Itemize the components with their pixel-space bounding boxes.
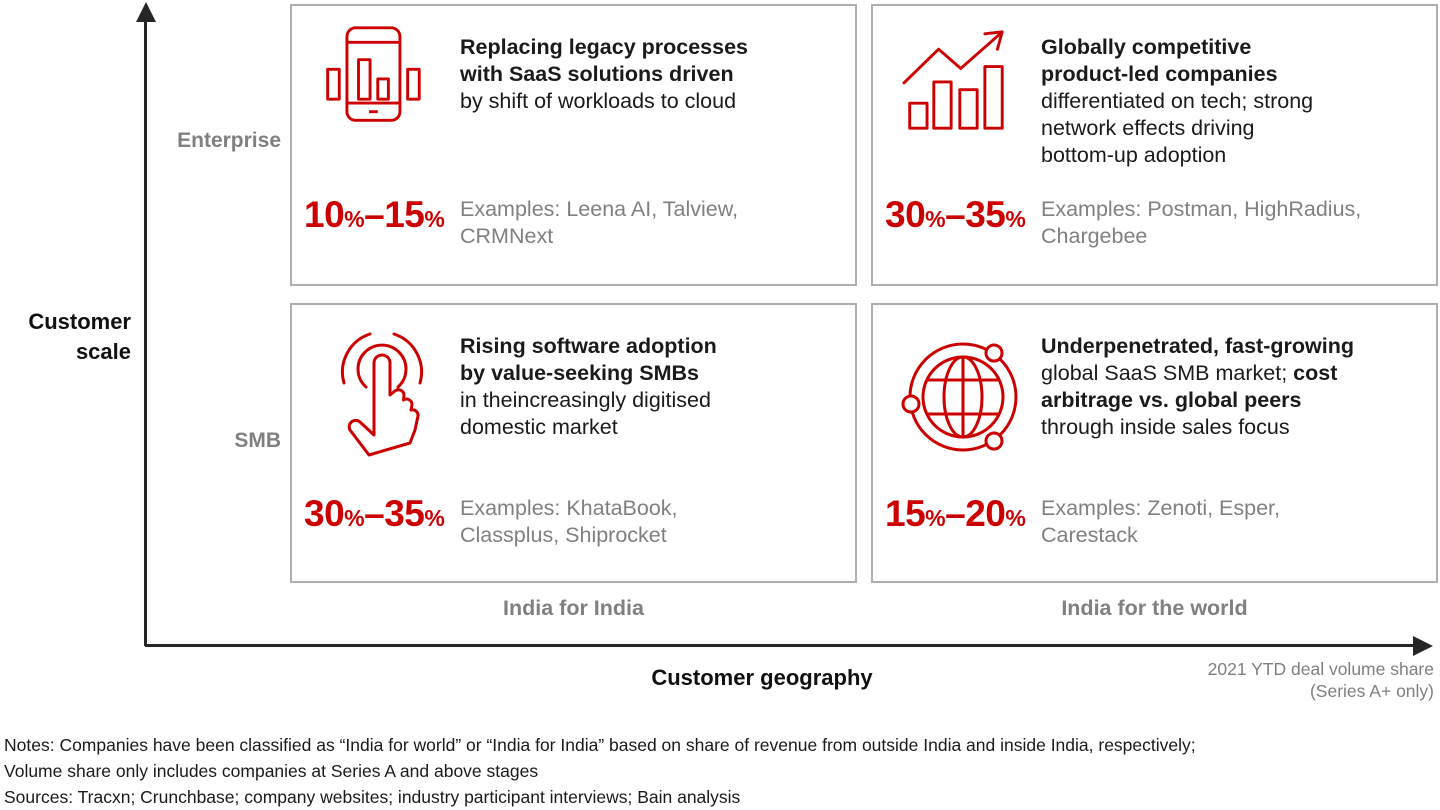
growth-chart-icon-svg — [902, 30, 1004, 130]
x-axis-title: Customer geography — [651, 665, 873, 690]
globe-orbit-icon-svg — [901, 342, 1018, 452]
pct-high: 15 — [384, 194, 425, 235]
y-axis-arrow-icon — [136, 2, 156, 22]
x-axis-line — [145, 644, 1417, 647]
percent-sign: % — [1005, 206, 1026, 232]
growth-chart-icon — [897, 28, 1013, 134]
quadrant-headline: Rising software adoption by value-seekin… — [460, 333, 848, 441]
headline-bold-text: Rising software adoption by value-seekin… — [460, 334, 717, 385]
examples-text: Examples: Leena AI, Talview, CRMNext — [460, 197, 739, 248]
headline-regular-text: by shift of workloads to cloud — [460, 89, 737, 113]
quadrant-enterprise-india-for-india: Replacing legacy processes with SaaS sol… — [290, 4, 857, 286]
notes-text: Notes: Companies have been classified as… — [4, 735, 1196, 781]
footnotes: Notes: Companies have been classified as… — [4, 732, 1436, 810]
examples-text: Examples: Zenoti, Esper, Carestack — [1041, 496, 1280, 547]
pct-high: 35 — [384, 493, 425, 534]
pct-low: 10 — [304, 194, 345, 235]
headline-regular-text: global SaaS SMB market; — [1041, 361, 1288, 385]
pct-high: 35 — [965, 194, 1006, 235]
pct-dash: – — [945, 194, 966, 235]
headline-bold-text: Replacing legacy processes with SaaS sol… — [460, 35, 749, 86]
quadrant-stats-row: 30%–35% Examples: Postman, HighRadius, C… — [885, 196, 1426, 250]
percent-sign: % — [1005, 505, 1026, 531]
headline-bold-text: cost arbitrage vs. global peers — [1041, 361, 1338, 412]
y-tick-enterprise: Enterprise — [177, 129, 281, 152]
deal-share-value: 30%–35% — [885, 196, 1041, 238]
quadrant-stats-row: 30%–35% Examples: KhataBook, Classplus, … — [304, 495, 845, 549]
tap-icon — [322, 331, 442, 461]
quadrant-smb-india-for-india: Rising software adoption by value-seekin… — [290, 303, 857, 583]
pct-low: 15 — [885, 493, 926, 534]
x-axis-arrow-icon — [1413, 636, 1433, 656]
y-tick-smb: SMB — [234, 429, 281, 452]
globe-orbit-icon — [901, 333, 1025, 463]
pct-dash: – — [945, 493, 966, 534]
percent-sign: % — [925, 505, 946, 531]
deal-share-value: 15%–20% — [885, 495, 1041, 537]
examples-text: Examples: KhataBook, Classplus, Shiprock… — [460, 496, 678, 547]
headline-bold-text: Underpenetrated, fast-growing — [1041, 334, 1354, 358]
deal-share-value: 10%–15% — [304, 196, 460, 238]
pct-dash: – — [364, 493, 385, 534]
mobile-saas-icon — [314, 24, 430, 130]
y-axis-line — [144, 16, 147, 646]
percent-sign: % — [344, 206, 365, 232]
x-tick-india-for-world: India for the world — [1061, 596, 1248, 620]
pct-low: 30 — [885, 194, 926, 235]
percent-sign: % — [344, 505, 365, 531]
pct-low: 30 — [304, 493, 345, 534]
x-tick-india-for-india: India for India — [503, 596, 644, 620]
pct-high: 20 — [965, 493, 1006, 534]
quadrant-stats-row: 10%–15% Examples: Leena AI, Talview, CRM… — [304, 196, 845, 250]
percent-sign: % — [424, 206, 445, 232]
x-axis-note: 2021 YTD deal volume share (Series A+ on… — [1207, 659, 1434, 701]
headline-regular-text: differentiated on tech; strong network e… — [1041, 89, 1314, 167]
quadrant-headline: Replacing legacy processes with SaaS sol… — [460, 34, 848, 115]
headline-regular-text: in theincreasingly digitised domestic ma… — [460, 388, 711, 439]
headline-regular-text: through inside sales focus — [1041, 415, 1290, 439]
headline-bold-text: Globally competitive product-led compani… — [1041, 35, 1278, 86]
quadrant-stats-row: 15%–20% Examples: Zenoti, Esper, Caresta… — [885, 495, 1426, 549]
deal-share-value: 30%–35% — [304, 495, 460, 537]
quadrant-headline: Underpenetrated, fast-growing global Saa… — [1041, 333, 1429, 441]
quadrant-enterprise-india-for-world: Globally competitive product-led compani… — [871, 4, 1438, 286]
tap-icon-svg — [340, 332, 424, 457]
pct-dash: – — [364, 194, 385, 235]
percent-sign: % — [925, 206, 946, 232]
sources-text: Sources: Tracxn; Crunchbase; company web… — [4, 787, 741, 807]
percent-sign: % — [424, 505, 445, 531]
mobile-saas-icon-svg — [326, 26, 421, 122]
quadrant-smb-india-for-world: Underpenetrated, fast-growing global Saa… — [871, 303, 1438, 583]
examples-text: Examples: Postman, HighRadius, Chargebee — [1041, 197, 1362, 248]
quadrant-headline: Globally competitive product-led compani… — [1041, 34, 1429, 169]
y-axis-title: Customer scale — [28, 309, 131, 364]
